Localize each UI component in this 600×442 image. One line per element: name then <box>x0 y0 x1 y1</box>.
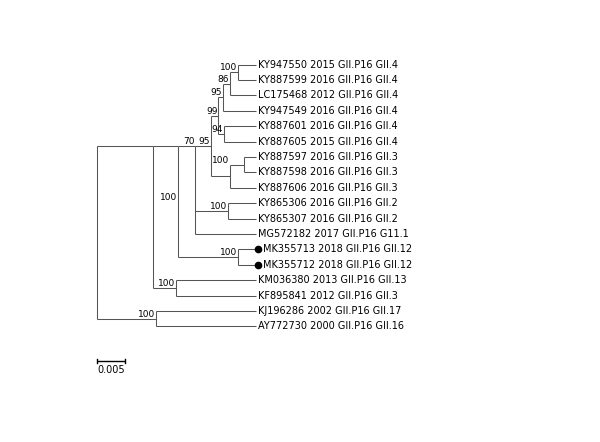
Text: KY865306 2016 GII.P16 GII.2: KY865306 2016 GII.P16 GII.2 <box>258 198 398 208</box>
Text: 100: 100 <box>220 248 237 257</box>
Text: KY947549 2016 GII.P16 GII.4: KY947549 2016 GII.P16 GII.4 <box>258 106 398 116</box>
Text: MG572182 2017 GII.P16 G11.1: MG572182 2017 GII.P16 G11.1 <box>258 229 409 239</box>
Text: KY887599 2016 GII.P16 GII.4: KY887599 2016 GII.P16 GII.4 <box>258 75 398 85</box>
Text: KY887601 2016 GII.P16 GII.4: KY887601 2016 GII.P16 GII.4 <box>258 121 398 131</box>
Text: KM036380 2013 GII.P16 GII.13: KM036380 2013 GII.P16 GII.13 <box>258 275 407 285</box>
Text: 100: 100 <box>158 279 175 288</box>
Text: 70: 70 <box>183 137 194 146</box>
Text: LC175468 2012 GII.P16 GII.4: LC175468 2012 GII.P16 GII.4 <box>258 91 398 100</box>
Text: KJ196286 2002 GII.P16 GII.17: KJ196286 2002 GII.P16 GII.17 <box>258 306 401 316</box>
Text: 100: 100 <box>211 202 227 211</box>
Text: 100: 100 <box>139 310 155 319</box>
Text: 86: 86 <box>218 75 229 84</box>
Text: MK355712 2018 GII.P16 GII.12: MK355712 2018 GII.P16 GII.12 <box>263 260 412 270</box>
Text: KY887598 2016 GII.P16 GII.3: KY887598 2016 GII.P16 GII.3 <box>258 168 398 177</box>
Text: KY887606 2016 GII.P16 GII.3: KY887606 2016 GII.P16 GII.3 <box>258 183 398 193</box>
Text: 94: 94 <box>212 125 223 134</box>
Text: 95: 95 <box>199 137 210 146</box>
Text: 0.005: 0.005 <box>97 365 125 375</box>
Text: KY887605 2015 GII.P16 GII.4: KY887605 2015 GII.P16 GII.4 <box>258 137 398 147</box>
Text: 100: 100 <box>220 63 237 72</box>
Text: 95: 95 <box>211 88 222 97</box>
Text: MK355713 2018 GII.P16 GII.12: MK355713 2018 GII.P16 GII.12 <box>263 244 412 255</box>
Text: 100: 100 <box>160 193 178 202</box>
Text: KY947550 2015 GII.P16 GII.4: KY947550 2015 GII.P16 GII.4 <box>258 60 398 69</box>
Text: 99: 99 <box>206 107 218 116</box>
Text: KY887597 2016 GII.P16 GII.3: KY887597 2016 GII.P16 GII.3 <box>258 152 398 162</box>
Text: KY865307 2016 GII.P16 GII.2: KY865307 2016 GII.P16 GII.2 <box>258 213 398 224</box>
Text: AY772730 2000 GII.P16 GII.16: AY772730 2000 GII.P16 GII.16 <box>258 321 404 332</box>
Text: 100: 100 <box>212 156 229 165</box>
Text: KF895841 2012 GII.P16 GII.3: KF895841 2012 GII.P16 GII.3 <box>258 290 398 301</box>
